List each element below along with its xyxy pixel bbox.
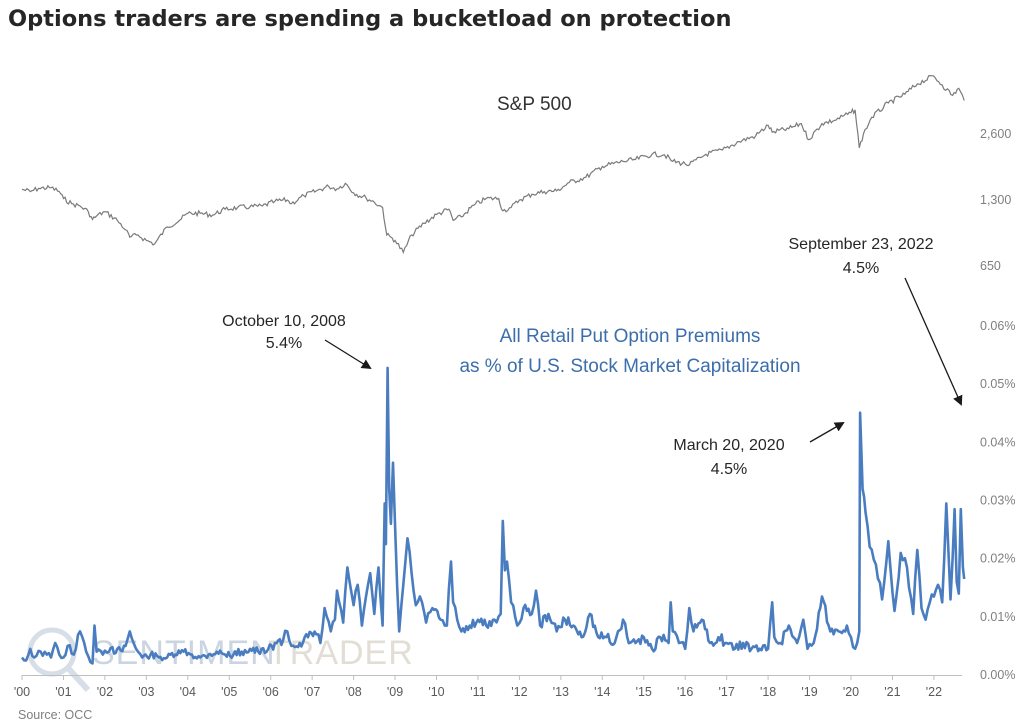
series-title-line1: All Retail Put Option Premiums	[500, 326, 761, 347]
annotation-2022-value: 4.5%	[843, 260, 879, 277]
sp500-y-tick-label: 1,300	[980, 193, 1011, 207]
x-tick-label: '00	[14, 685, 30, 699]
annotation-2020: March 20, 2020 4.5%	[673, 422, 845, 478]
premium-y-tick-label: 0.00%	[980, 668, 1015, 682]
sp500-y-axis: 2,600 1,300 650	[980, 127, 1011, 273]
x-tick-label: '04	[180, 685, 196, 699]
annotation-2020-value: 4.5%	[711, 461, 747, 478]
annotation-2020-date: March 20, 2020	[673, 437, 784, 454]
x-tick-label: '11	[470, 685, 485, 699]
watermark-text-2: TRADER	[268, 634, 414, 672]
source-note: Source: OCC	[18, 708, 92, 722]
sp500-line	[21, 74, 965, 255]
sp500-label: S&P 500	[497, 94, 572, 115]
x-tick-label: '14	[594, 685, 610, 699]
x-tick-label: '09	[387, 685, 403, 699]
x-tick-label: '07	[304, 685, 320, 699]
premium-y-axis: 0.00% 0.01% 0.02% 0.03% 0.04% 0.05% 0.06%	[980, 319, 1015, 682]
chart-title: Options traders are spending a bucketloa…	[8, 6, 731, 32]
x-tick-label: '21	[884, 685, 900, 699]
x-tick-label: '19	[801, 685, 817, 699]
sp500-panel: S&P 500 2,600 1,300 650	[21, 74, 1011, 273]
annotation-2022: September 23, 2022 4.5%	[789, 236, 963, 406]
premium-y-tick-label: 0.05%	[980, 377, 1015, 391]
annotation-2020-arrow	[809, 422, 845, 443]
x-tick-label: '02	[97, 685, 113, 699]
premium-y-tick-label: 0.04%	[980, 435, 1015, 449]
annotation-2008-arrow	[324, 339, 372, 370]
annotation-2022-date: September 23, 2022	[789, 236, 934, 253]
x-tick-label: '18	[760, 685, 776, 699]
watermark: SENTIMEN TRADER	[27, 627, 414, 693]
x-tick-label: '12	[511, 685, 527, 699]
annotation-2008-value: 5.4%	[266, 335, 302, 352]
x-tick-label: '01	[55, 685, 71, 699]
annotation-2022-arrow	[904, 277, 963, 406]
x-tick-label: '06	[263, 685, 279, 699]
x-tick-label: '15	[636, 685, 652, 699]
annotation-2008: October 10, 2008 5.4%	[222, 313, 372, 370]
premium-y-tick-label: 0.01%	[980, 610, 1015, 624]
annotation-2008-date: October 10, 2008	[222, 313, 346, 330]
x-tick-label: '08	[345, 685, 361, 699]
x-tick-label: '13	[553, 685, 569, 699]
watermark-logo-handle	[65, 665, 91, 693]
premium-y-tick-label: 0.03%	[980, 494, 1015, 508]
x-tick-label: '16	[677, 685, 693, 699]
sp500-y-tick-label: 650	[980, 259, 1001, 273]
x-tick-label: '22	[926, 685, 942, 699]
series-title-line2: as % of U.S. Stock Market Capitalization	[459, 356, 800, 377]
x-tick-label: '17	[719, 685, 735, 699]
premium-y-tick-label: 0.02%	[980, 552, 1015, 566]
premium-y-tick-label: 0.06%	[980, 319, 1015, 333]
premium-line	[20, 366, 966, 665]
x-axis: '00 '01 '02 '03 '04 '05 '06 '07 '08 '09 '10 '11 '12 '…	[14, 675, 942, 699]
premium-panel: All Retail Put Option Premiums as % of U…	[14, 319, 1016, 699]
x-tick-label: '10	[428, 685, 444, 699]
x-tick-label: '20	[843, 685, 859, 699]
x-tick-label: '03	[138, 685, 154, 699]
x-tick-label: '05	[221, 685, 237, 699]
sp500-y-tick-label: 2,600	[980, 127, 1011, 141]
